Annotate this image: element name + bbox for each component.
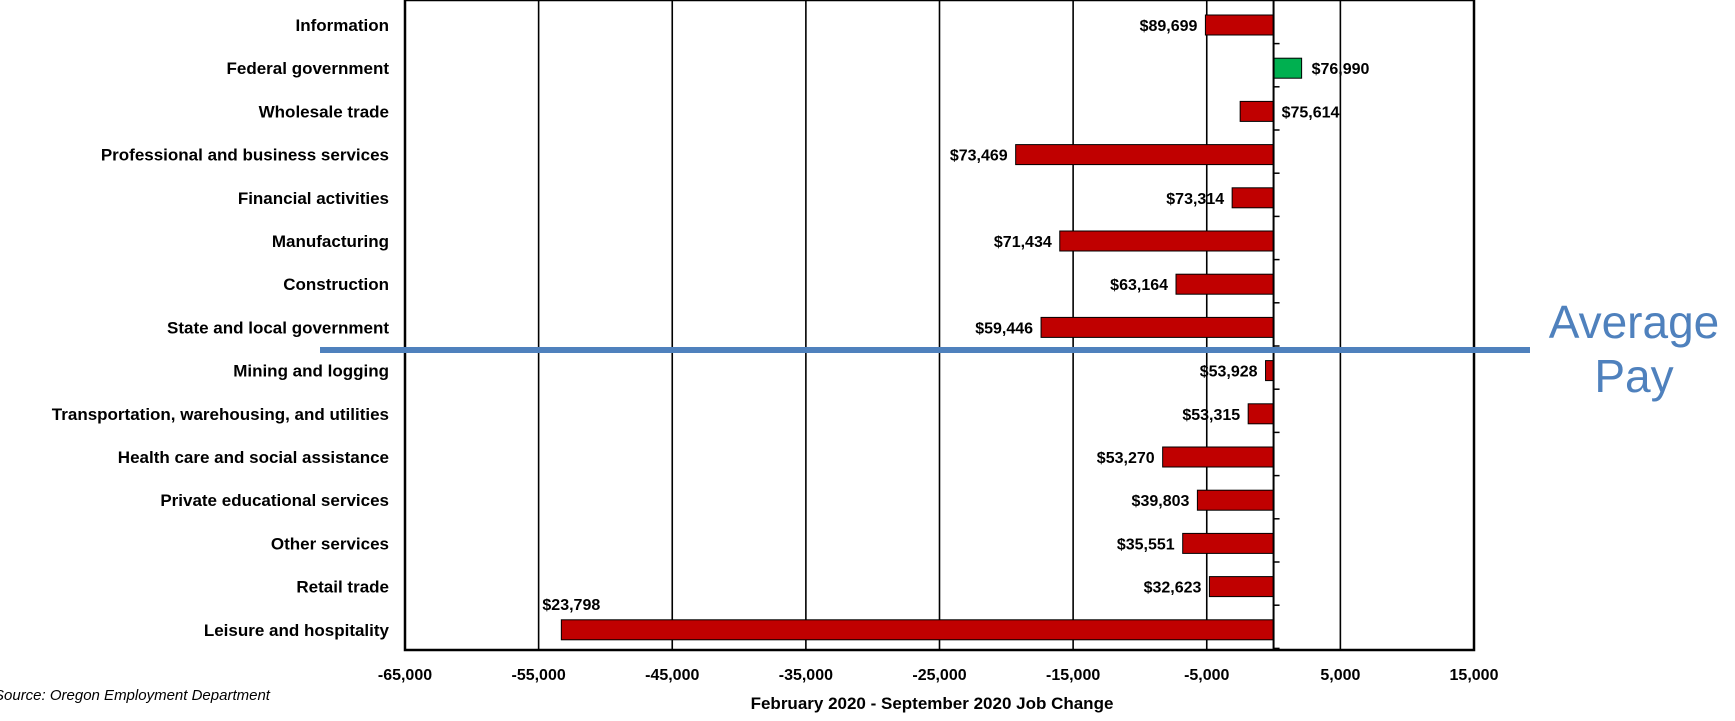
- category-label: Federal government: [227, 59, 390, 78]
- bar: [1265, 360, 1275, 382]
- data-label: $35,551: [1117, 536, 1175, 553]
- bar: [560, 619, 1275, 641]
- category-label: State and local government: [167, 318, 389, 337]
- data-label: $63,164: [1110, 277, 1168, 294]
- category-label: Other services: [271, 534, 389, 553]
- category-label: Manufacturing: [272, 232, 389, 251]
- bar: [1162, 446, 1275, 468]
- data-label: $53,928: [1200, 364, 1258, 381]
- category-label: Information: [296, 16, 390, 35]
- category-label: Leisure and hospitality: [204, 621, 390, 640]
- x-tick-label: 5,000: [1320, 667, 1360, 684]
- bar: [1273, 57, 1303, 79]
- bar: [1208, 576, 1275, 598]
- category-label: Financial activities: [238, 189, 389, 208]
- data-label: $73,314: [1166, 191, 1224, 208]
- x-tick-label: -45,000: [645, 667, 699, 684]
- axis-layer: [403, 0, 1476, 652]
- x-tick-label: -35,000: [779, 667, 833, 684]
- bar: [1015, 144, 1275, 166]
- x-tick-label: -5,000: [1184, 667, 1229, 684]
- data-label: $76,990: [1312, 61, 1370, 78]
- data-label: $23,798: [542, 597, 600, 614]
- category-label: Wholesale trade: [259, 102, 389, 121]
- category-label: Retail trade: [296, 578, 389, 597]
- data-label: $89,699: [1140, 18, 1198, 35]
- annotation-text: Average: [1549, 296, 1720, 348]
- category-label: Professional and business services: [101, 146, 389, 165]
- data-label: $59,446: [975, 320, 1033, 337]
- x-tick-label: -65,000: [378, 667, 432, 684]
- x-tick-label: 15,000: [1450, 667, 1499, 684]
- category-label: Private educational services: [160, 491, 389, 510]
- x-tick-label: -55,000: [511, 667, 565, 684]
- bar-layer: [560, 14, 1303, 641]
- data-label: $53,315: [1182, 407, 1240, 424]
- plot-frame: [403, 0, 1476, 652]
- category-label: Health care and social assistance: [118, 448, 389, 467]
- annotation-text: Pay: [1594, 350, 1673, 402]
- bar: [1247, 403, 1275, 425]
- data-label: $32,623: [1144, 580, 1202, 597]
- source-note: Source: Oregon Employment Department: [0, 687, 271, 704]
- bar: [1059, 230, 1275, 252]
- data-label: $53,270: [1097, 450, 1155, 467]
- bar: [1182, 532, 1275, 554]
- bar: [1196, 489, 1275, 511]
- x-axis-title: February 2020 - September 2020 Job Chang…: [751, 694, 1114, 713]
- bar: [1239, 100, 1275, 122]
- bar: [1175, 273, 1275, 295]
- data-label: $71,434: [994, 234, 1052, 251]
- label-layer: Information $89,699 Federal government $76,…: [52, 16, 1499, 684]
- x-tick-label: -25,000: [912, 667, 966, 684]
- data-label: $73,469: [950, 148, 1008, 165]
- bar: [1231, 187, 1275, 209]
- data-label: $75,614: [1282, 104, 1340, 121]
- category-label: Construction: [283, 275, 389, 294]
- bar: [1204, 14, 1275, 36]
- category-label: Mining and logging: [233, 362, 389, 381]
- bar: [1040, 316, 1275, 338]
- category-label: Transportation, warehousing, and utiliti…: [52, 405, 389, 424]
- x-tick-label: -15,000: [1046, 667, 1100, 684]
- data-label: $39,803: [1132, 493, 1190, 510]
